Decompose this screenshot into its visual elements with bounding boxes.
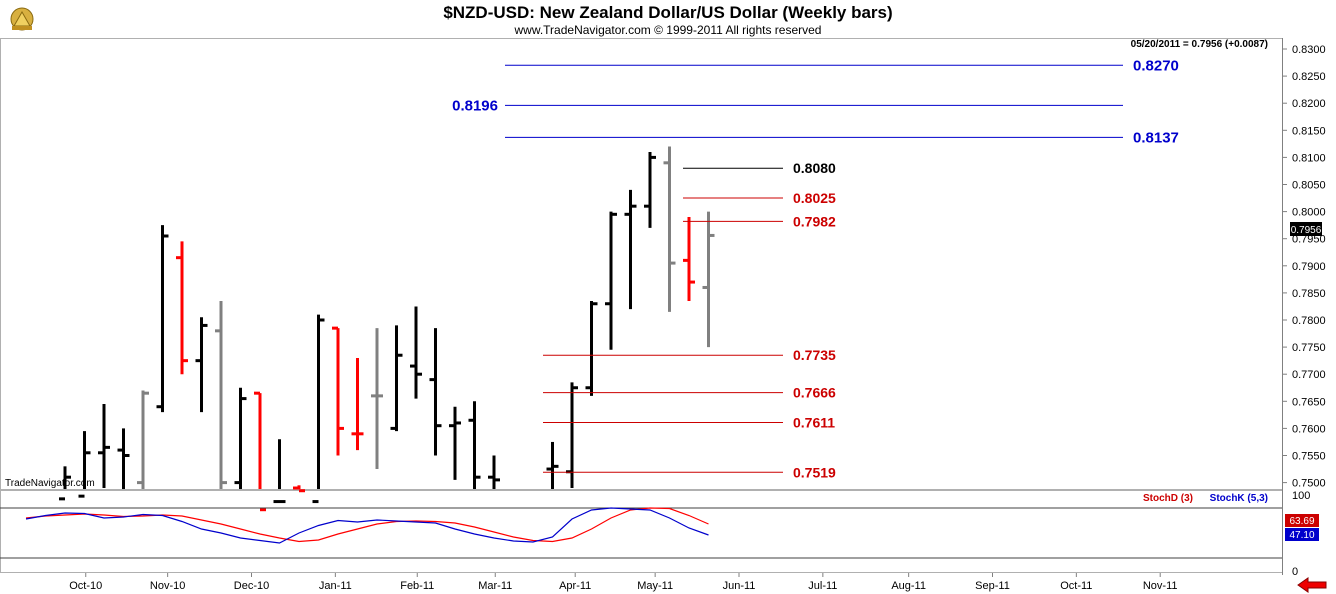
fib-level-label: 0.7982 [793, 213, 836, 229]
x-tick-label: Nov-10 [150, 580, 185, 592]
x-tick-label: Dec-10 [234, 580, 269, 592]
legend-stochk: StochK (5,3) [1210, 493, 1268, 504]
x-tick-label: Jun-11 [723, 580, 756, 592]
x-tick-label: Apr-11 [559, 580, 591, 592]
stoch-panel [0, 490, 1283, 573]
fib-level-label: 0.8137 [1133, 129, 1179, 146]
fib-level-label: 0.8196 [452, 97, 498, 114]
chart-title: $NZD-USD: New Zealand Dollar/US Dollar (… [443, 3, 892, 22]
copyright-text: www.TradeNavigator.com © 1999-2011 All r… [514, 23, 822, 37]
stochk-last: 47.10 [1289, 530, 1314, 541]
fib-level-label: 0.7666 [793, 385, 836, 401]
logo-icon [10, 7, 34, 31]
fib-level-label: 0.8025 [793, 190, 836, 206]
last-quote: 05/20/2011 = 0.7956 (+0.0087) [1131, 39, 1268, 50]
y-tick-label: 0.7850 [1292, 288, 1326, 300]
y-tick-label: 0.8200 [1292, 98, 1326, 110]
stoch-y-tick-label: 0 [1292, 566, 1298, 578]
price-y-axis: 0.7500 0.7550 0.7600 0.7650 0.7700 0.7750 0.78… [1282, 44, 1326, 578]
price-panel [0, 38, 1283, 490]
x-tick-label: Aug-11 [891, 580, 926, 592]
y-tick-label: 0.7600 [1292, 423, 1326, 435]
y-tick-label: 0.7550 [1292, 451, 1326, 463]
x-tick-label: May-11 [637, 580, 673, 592]
x-tick-label: Nov-11 [1143, 580, 1178, 592]
price-bars [59, 146, 715, 512]
stochastic [0, 507, 1282, 559]
stochd-last: 63.69 [1289, 516, 1314, 527]
fib-level-label: 0.8270 [1133, 57, 1179, 74]
x-axis: Oct-10 Nov-10 Dec-10 Jan-11 Feb-11 Mar-11 Apr-… [69, 573, 1178, 592]
stoch-y-tick-label: 100 [1292, 490, 1310, 502]
stochd-tag-bg [1285, 514, 1319, 527]
y-tick-label: 0.8150 [1292, 125, 1326, 137]
x-tick-label: Oct-10 [69, 580, 102, 592]
last-price-tag: 0.7956 [1290, 222, 1322, 236]
x-tick-label: Jul-11 [808, 580, 837, 592]
y-tick-label: 0.7750 [1292, 342, 1326, 354]
fib-level-label: 0.8080 [793, 160, 836, 176]
fib-levels: 0.8270 0.8196 0.8137 0.8080 0.8025 0.7982 0.77… [452, 57, 1179, 480]
fib-level-label: 0.7611 [793, 414, 835, 430]
y-tick-label: 0.7700 [1292, 369, 1326, 381]
y-tick-label: 0.8000 [1292, 207, 1326, 219]
y-tick-label: 0.8100 [1292, 152, 1326, 164]
y-tick-label: 0.8050 [1292, 180, 1326, 192]
stochk-line [25, 507, 709, 544]
x-tick-label: Feb-11 [400, 580, 434, 592]
scroll-left-arrow-icon[interactable] [1297, 577, 1327, 593]
y-tick-label: 0.7950 [1292, 234, 1326, 246]
fib-level-label: 0.7735 [793, 347, 836, 363]
fib-level-label: 0.7519 [793, 464, 836, 480]
legend-stochd: StochD (3) [1143, 493, 1193, 504]
y-tick-label: 0.8250 [1292, 71, 1326, 83]
x-tick-label: Oct-11 [1060, 580, 1092, 592]
y-tick-label: 0.7900 [1292, 261, 1326, 273]
stochk-tag-bg [1285, 528, 1319, 541]
stochd-line [25, 507, 709, 543]
last-price-label: 0.7956 [1291, 225, 1322, 236]
watermark: TradeNavigator.com [5, 478, 95, 489]
y-tick-label: 0.8300 [1292, 44, 1326, 56]
x-tick-label: Sep-11 [975, 580, 1010, 592]
y-tick-label: 0.7500 [1292, 478, 1326, 490]
x-tick-label: Mar-11 [478, 580, 512, 592]
x-tick-label: Jan-11 [319, 580, 352, 592]
y-tick-label: 0.7650 [1292, 396, 1326, 408]
y-tick-label: 0.7800 [1292, 315, 1326, 327]
